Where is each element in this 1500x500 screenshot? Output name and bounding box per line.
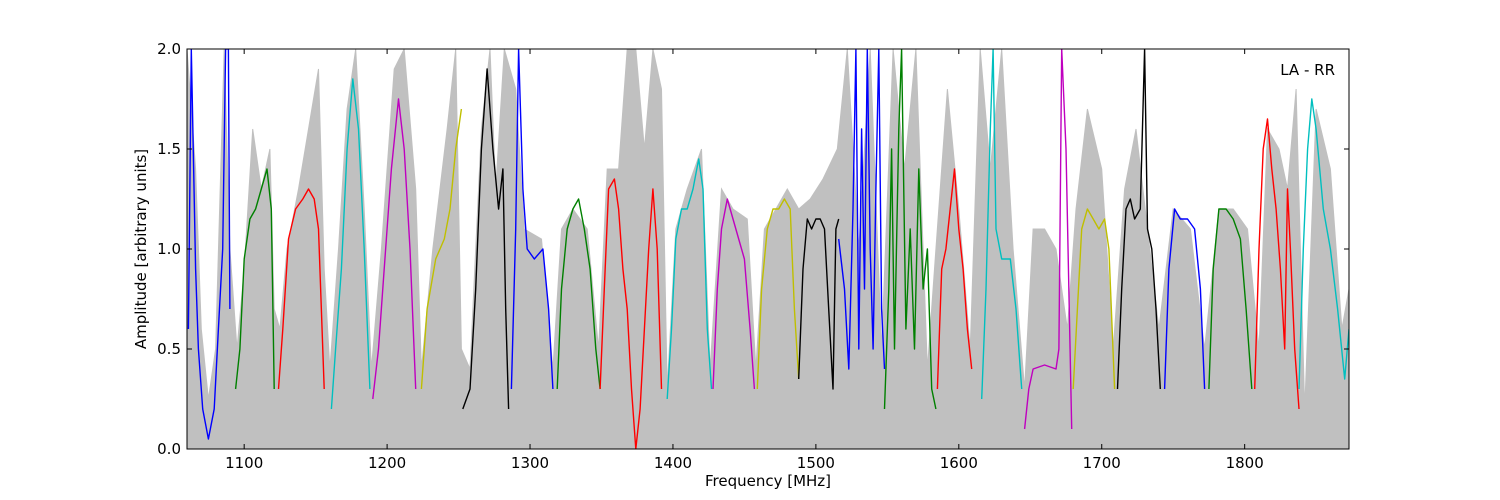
- series-line-14: [798, 218, 840, 390]
- series-line-16: [883, 49, 937, 410]
- series-line-2: [234, 168, 275, 390]
- x-tick-label: 1800: [1226, 454, 1264, 472]
- series-line-6: [420, 108, 463, 390]
- series-line-10: [599, 178, 663, 449]
- x-tick-label: 1700: [1083, 454, 1121, 472]
- series-line-20: [1072, 208, 1116, 390]
- series-line-22: [1163, 208, 1206, 390]
- x-axis-label: Frequency [MHz]: [705, 472, 831, 490]
- series-line-21: [1116, 49, 1161, 390]
- series-line-9: [556, 198, 601, 390]
- y-axis-label: Amplitude [arbitrary units]: [132, 149, 150, 349]
- series-line-18: [981, 49, 1023, 400]
- series-line-11: [666, 158, 713, 400]
- series-line-7: [462, 68, 510, 410]
- x-tick-label: 1500: [797, 454, 835, 472]
- series-line-1: [187, 49, 231, 440]
- series-line-4: [330, 78, 371, 410]
- series-line-13: [756, 198, 800, 390]
- series-line-3: [277, 188, 325, 390]
- x-tick-label: 1200: [368, 454, 406, 472]
- y-tick-label: 1.0: [157, 240, 181, 258]
- y-tick-label: 0.5: [157, 340, 181, 358]
- series-line-5: [372, 98, 417, 400]
- y-tick-label: 2.0: [157, 40, 181, 58]
- series-line-17: [936, 168, 973, 390]
- series-line-12: [712, 198, 756, 390]
- x-tick-label: 1100: [225, 454, 263, 472]
- series-line-15: [838, 49, 886, 370]
- annotation-label: LA - RR: [1280, 61, 1335, 79]
- series-line-25: [1298, 98, 1349, 390]
- series-line-24: [1254, 118, 1300, 410]
- series-line-8: [510, 49, 554, 390]
- series-line-19: [1023, 49, 1073, 430]
- x-tick-label: 1600: [940, 454, 978, 472]
- x-tick-label: 1400: [654, 454, 692, 472]
- series-line-23: [1208, 208, 1253, 390]
- y-tick-label: 0.0: [157, 440, 181, 458]
- y-tick-label: 1.5: [157, 140, 181, 158]
- x-tick-label: 1300: [511, 454, 549, 472]
